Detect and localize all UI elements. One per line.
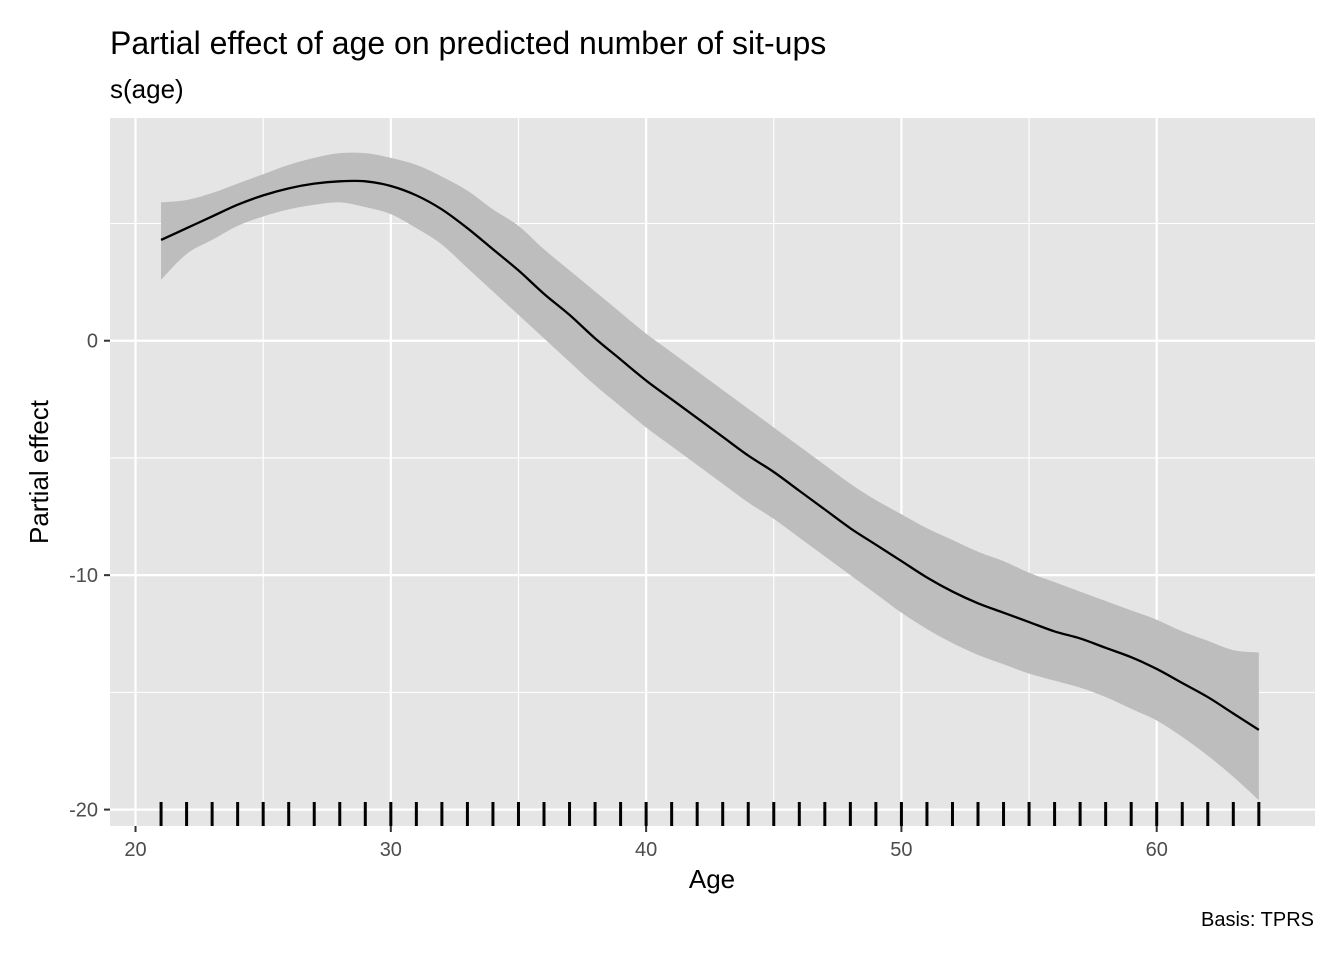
chart-subtitle: s(age) (110, 74, 184, 104)
partial-effect-line (160, 179, 1260, 731)
x-tick-label: 40 (635, 839, 657, 861)
y-tick-label: -10 (69, 565, 98, 587)
x-tick-label: 30 (380, 839, 402, 861)
x-tick-label: 50 (890, 839, 912, 861)
y-tick-label: -20 (69, 800, 98, 822)
x-tick-label: 60 (1146, 839, 1168, 861)
chart-title: Partial effect of age on predicted numbe… (110, 25, 826, 61)
y-axis-title: Partial effect (24, 399, 54, 544)
rug-marks (159, 802, 1261, 826)
major-gridlines (110, 118, 1315, 826)
y-tick-label: 0 (87, 331, 98, 353)
x-axis-title: Age (689, 864, 735, 894)
caption: Basis: TPRS (1201, 909, 1314, 931)
x-axis: 20 30 40 50 60 (124, 826, 1168, 861)
y-axis: 0 -10 -20 (69, 331, 110, 822)
confidence-band (161, 152, 1259, 801)
x-tick-label: 20 (124, 839, 146, 861)
